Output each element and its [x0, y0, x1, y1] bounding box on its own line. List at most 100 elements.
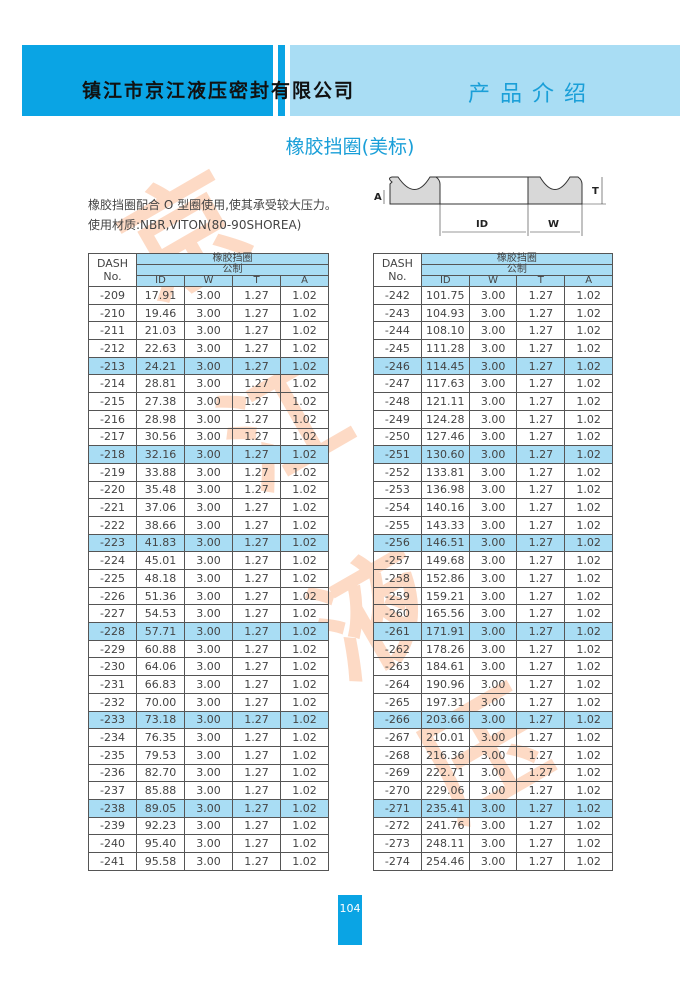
id-cell: 82.70 — [136, 763, 185, 783]
t-cell: 1.27 — [516, 445, 566, 464]
w-cell: 3.00 — [184, 480, 233, 500]
header-id: ID — [420, 275, 470, 287]
table-row: -265 197.31 3.00 1.27 1.02 — [373, 692, 613, 712]
id-cell: 203.66 — [420, 710, 470, 730]
w-cell: 3.00 — [468, 286, 518, 305]
w-cell: 3.00 — [184, 834, 233, 853]
dash-cell: -222 — [88, 515, 137, 535]
label-id: ID — [476, 219, 488, 230]
id-cell: 210.01 — [420, 728, 470, 747]
t-cell: 1.27 — [232, 462, 281, 482]
t-cell: 1.27 — [516, 622, 566, 641]
dash-cell: -258 — [373, 569, 422, 588]
w-cell: 3.00 — [184, 533, 233, 553]
id-cell: 51.36 — [136, 586, 185, 606]
w-cell: 3.00 — [468, 462, 518, 482]
id-cell: 66.83 — [136, 675, 185, 694]
w-cell: 3.00 — [468, 445, 518, 464]
dash-cell: -210 — [88, 303, 137, 323]
w-cell: 3.00 — [184, 657, 233, 677]
t-cell: 1.27 — [516, 356, 566, 376]
table-row: -221 37.06 3.00 1.27 1.02 — [88, 498, 329, 517]
table-row: -269 222.71 3.00 1.27 1.02 — [373, 763, 613, 783]
w-cell: 3.00 — [468, 852, 518, 871]
dash-cell: -216 — [88, 409, 137, 429]
dash-cell: -227 — [88, 604, 137, 624]
w-cell: 3.00 — [184, 745, 233, 765]
t-cell: 1.27 — [516, 675, 566, 694]
id-cell: 146.51 — [420, 533, 470, 553]
label-a: A — [374, 192, 382, 203]
id-cell: 171.91 — [420, 622, 470, 641]
dash-cell: -274 — [373, 852, 422, 871]
table-row: -251 130.60 3.00 1.27 1.02 — [373, 445, 613, 464]
t-cell: 1.27 — [232, 763, 281, 783]
w-cell: 3.00 — [184, 675, 233, 694]
table-row: -223 41.83 3.00 1.27 1.02 — [88, 533, 329, 553]
dash-cell: -266 — [373, 710, 422, 730]
table-row: -267 210.01 3.00 1.27 1.02 — [373, 728, 613, 747]
id-cell: 85.88 — [136, 781, 185, 800]
table-row: -272 241.76 3.00 1.27 1.02 — [373, 816, 613, 836]
page-title: 橡胶挡圈(美标) — [285, 136, 415, 158]
header-unit: 公制 — [136, 264, 329, 276]
t-cell: 1.27 — [516, 763, 566, 783]
a-cell: 1.02 — [564, 586, 613, 606]
a-cell: 1.02 — [564, 515, 613, 535]
dash-cell: -269 — [373, 763, 422, 783]
t-cell: 1.27 — [516, 303, 566, 323]
table-row: -239 92.23 3.00 1.27 1.02 — [88, 816, 329, 836]
dash-cell: -234 — [88, 728, 137, 747]
id-cell: 229.06 — [420, 781, 470, 800]
table-row: -234 76.35 3.00 1.27 1.02 — [88, 728, 329, 747]
t-cell: 1.27 — [516, 816, 566, 836]
a-cell: 1.02 — [280, 339, 329, 358]
intro-line-1: 橡胶挡圈配合 O 型圈使用,使其承受较大压力。 — [88, 198, 337, 212]
dash-cell: -254 — [373, 498, 422, 517]
dash-cell: -244 — [373, 321, 422, 341]
t-cell: 1.27 — [516, 852, 566, 871]
table-row: -274 254.46 3.00 1.27 1.02 — [373, 852, 613, 871]
dash-cell: -265 — [373, 692, 422, 712]
a-cell: 1.02 — [564, 551, 613, 570]
a-cell: 1.02 — [280, 551, 329, 570]
dash-cell: -213 — [88, 356, 137, 376]
a-cell: 1.02 — [564, 286, 613, 305]
id-cell: 76.35 — [136, 728, 185, 747]
table-row: -209 17.91 3.00 1.27 1.02 — [88, 286, 329, 305]
w-cell: 3.00 — [184, 392, 233, 411]
table-row: -273 248.11 3.00 1.27 1.02 — [373, 834, 613, 853]
id-cell: 127.46 — [420, 427, 470, 447]
dash-cell: -272 — [373, 816, 422, 836]
id-cell: 149.68 — [420, 551, 470, 570]
label-w: W — [548, 219, 559, 230]
id-cell: 136.98 — [420, 480, 470, 500]
table-row: -231 66.83 3.00 1.27 1.02 — [88, 675, 329, 694]
w-cell: 3.00 — [184, 303, 233, 323]
id-cell: 95.40 — [136, 834, 185, 853]
w-cell: 3.00 — [468, 427, 518, 447]
dash-cell: -229 — [88, 639, 137, 659]
id-cell: 121.11 — [420, 392, 470, 411]
table-row: -218 32.16 3.00 1.27 1.02 — [88, 445, 329, 464]
id-cell: 37.06 — [136, 498, 185, 517]
table-row: -212 22.63 3.00 1.27 1.02 — [88, 339, 329, 358]
dash-cell: -232 — [88, 692, 137, 712]
t-cell: 1.27 — [232, 533, 281, 553]
header-w: W — [468, 275, 518, 287]
w-cell: 3.00 — [184, 569, 233, 588]
id-cell: 165.56 — [420, 604, 470, 624]
a-cell: 1.02 — [564, 852, 613, 871]
dash-cell: -209 — [88, 286, 137, 305]
w-cell: 3.00 — [184, 498, 233, 517]
table-row: -228 57.71 3.00 1.27 1.02 — [88, 622, 329, 641]
id-cell: 22.63 — [136, 339, 185, 358]
a-cell: 1.02 — [564, 462, 613, 482]
t-cell: 1.27 — [516, 409, 566, 429]
dash-cell: -230 — [88, 657, 137, 677]
a-cell: 1.02 — [564, 657, 613, 677]
id-cell: 92.23 — [136, 816, 185, 836]
table-row: -227 54.53 3.00 1.27 1.02 — [88, 604, 329, 624]
t-cell: 1.27 — [232, 798, 281, 818]
a-cell: 1.02 — [280, 498, 329, 517]
